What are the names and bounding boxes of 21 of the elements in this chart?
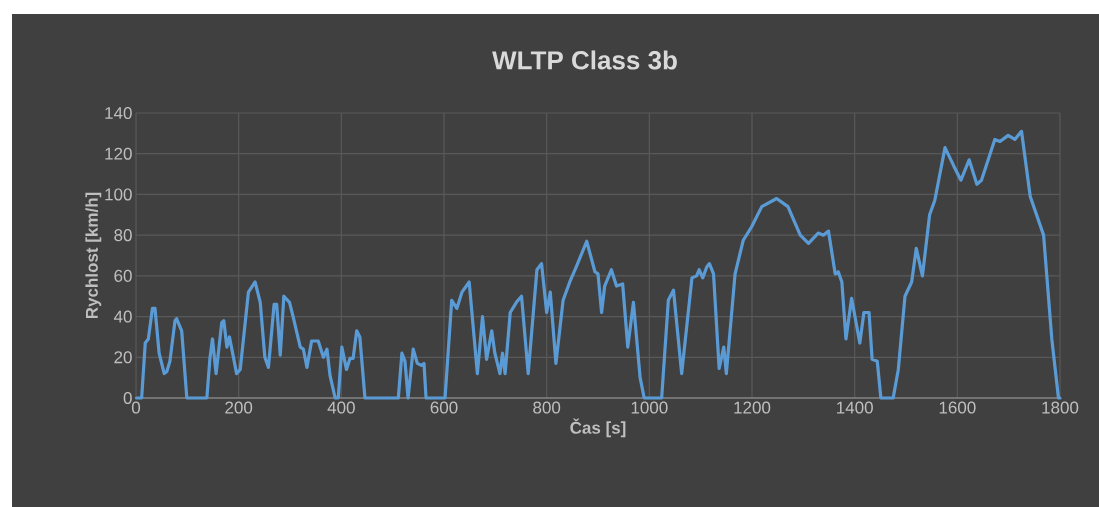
x-tick-label: 1800 — [1042, 401, 1079, 414]
y-tick-label: 60 — [114, 269, 132, 282]
y-tick-label: 0 — [123, 391, 132, 405]
x-tick-label: 600 — [430, 401, 458, 414]
x-tick-label: 200 — [225, 401, 253, 414]
x-tick-label: 0 — [131, 401, 141, 414]
x-tick-label: 400 — [327, 401, 355, 414]
chart-title: WLTP Class 3b — [492, 50, 677, 70]
x-tick-label: 1400 — [837, 401, 873, 414]
x-axis-title: Čas [s] — [570, 418, 626, 438]
y-tick-label: 120 — [105, 147, 132, 160]
y-tick-label: 140 — [105, 106, 132, 120]
x-tick-label: 1600 — [939, 401, 976, 414]
y-tick-label: 80 — [114, 229, 132, 242]
y-axis-title: Rychlost [km/h] — [85, 192, 102, 319]
x-tick-label: 1000 — [631, 401, 668, 414]
y-tick-label: 100 — [105, 188, 132, 201]
x-tick-label: 800 — [533, 401, 561, 414]
y-tick-label: 40 — [113, 310, 132, 323]
x-tick-label: 1200 — [734, 401, 771, 414]
y-tick-label: 20 — [114, 351, 132, 364]
